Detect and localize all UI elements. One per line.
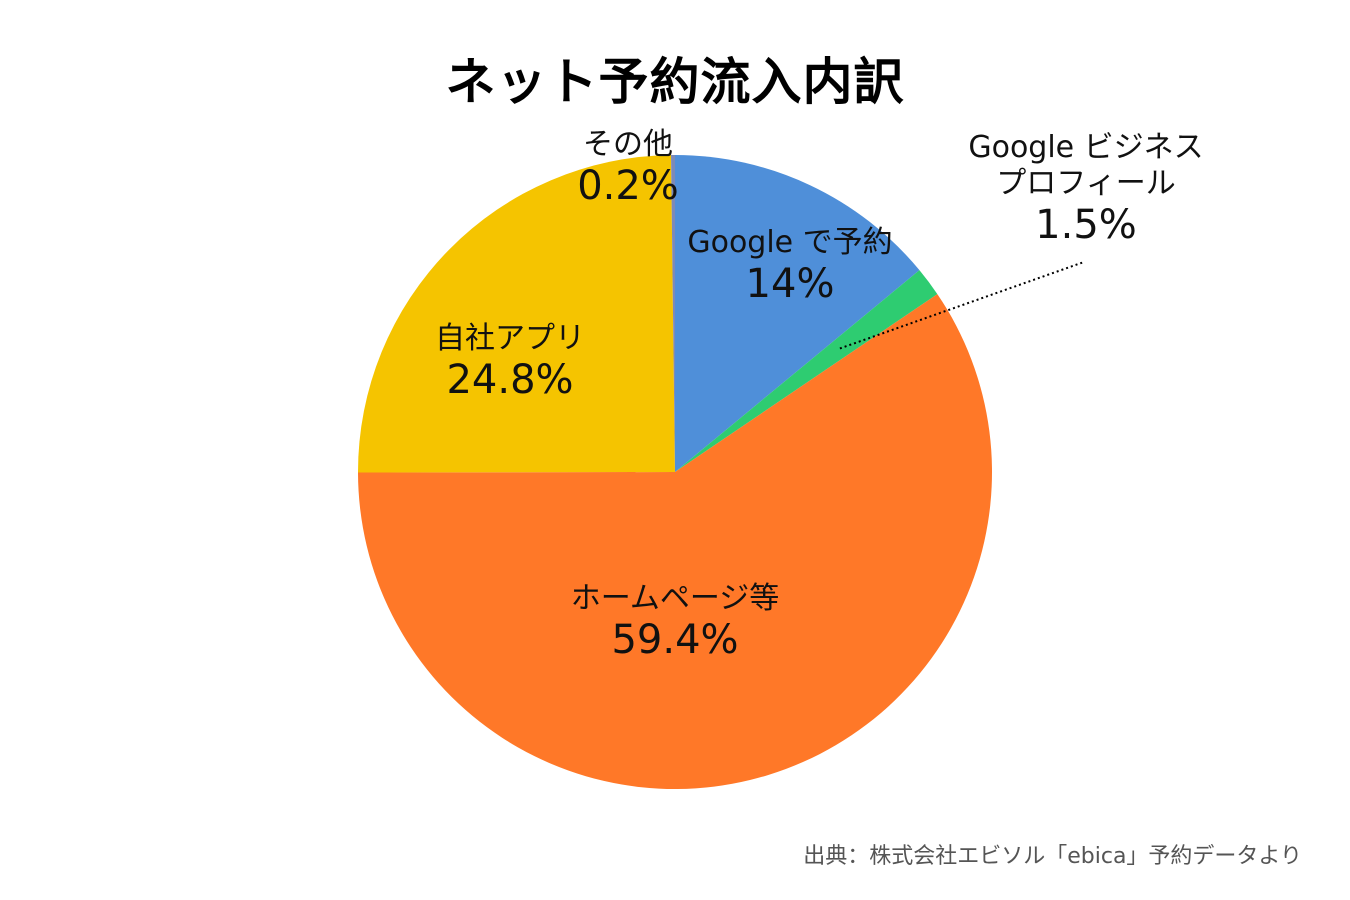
slice-label-google-booking-name: Google で予約: [687, 225, 893, 260]
slice-label-homepage-value: 59.4%: [611, 616, 739, 663]
slice-label-own-app: 自社アプリ 24.8%: [435, 321, 585, 403]
pie-slice-google-business-profile: [675, 270, 938, 472]
pie-slice-google-booking: [675, 155, 920, 472]
slice-label-other-name: その他: [583, 127, 673, 162]
source-note: 出典：株式会社エビソル「ebica」予約データより: [803, 844, 1302, 869]
slice-label-homepage: ホームページ等 59.4%: [570, 581, 780, 663]
slice-label-google-booking-value: 14%: [745, 260, 835, 307]
pie-slice-other: [671, 155, 675, 472]
slice-label-google-business-profile-line1: Google ビジネス: [968, 130, 1204, 165]
slice-label-own-app-name: 自社アプリ: [435, 321, 585, 356]
chart-title: ネット予約流入内訳: [445, 53, 905, 111]
pie-slice-own-app: [358, 155, 675, 473]
slice-label-google-business-profile: Google ビジネス プロフィール 1.5%: [968, 130, 1203, 248]
slice-label-google-booking: Google で予約 14%: [687, 225, 893, 307]
slice-label-other: その他 0.2%: [577, 127, 679, 209]
slice-label-own-app-value: 24.8%: [446, 356, 574, 403]
leader-line-google-business-profile: [839, 261, 1085, 350]
pie-slice-homepage: [358, 294, 993, 790]
slice-label-google-business-profile-line2: プロフィール: [996, 166, 1176, 201]
slice-label-homepage-name: ホームページ等: [570, 581, 780, 616]
slice-label-other-value: 0.2%: [577, 162, 679, 209]
slice-label-google-business-profile-value: 1.5%: [1035, 202, 1137, 248]
